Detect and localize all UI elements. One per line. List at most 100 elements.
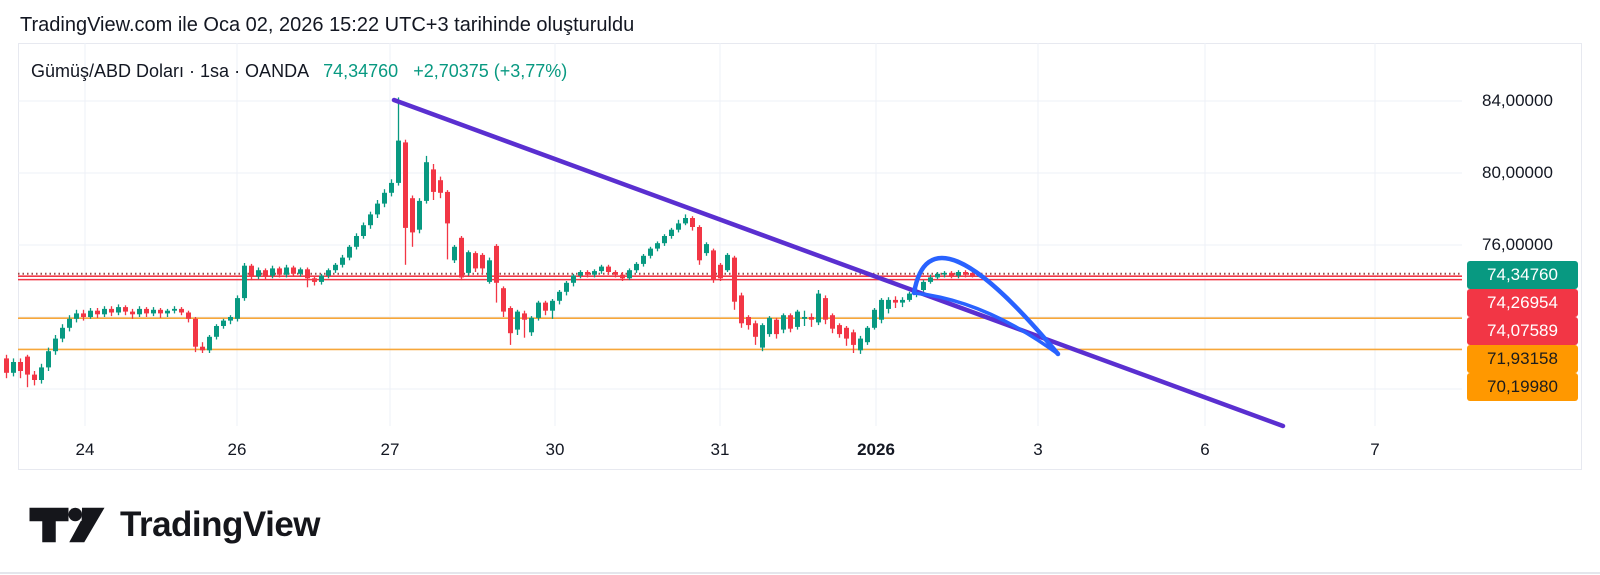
time-axis-label: 31 [710, 440, 730, 459]
candle-body [438, 180, 443, 193]
candle-body [557, 291, 562, 301]
candle-body [613, 272, 618, 275]
candle-body [907, 293, 912, 300]
candle-body [326, 270, 331, 276]
candle-body [284, 267, 289, 275]
candle-body [655, 243, 660, 249]
price-level-badge: 74,34760 [1467, 261, 1578, 290]
candle-body [81, 313, 86, 317]
time-axis-label: 7 [1370, 440, 1380, 459]
candle-body [151, 309, 156, 314]
candle-body [396, 140, 401, 183]
candle-body [18, 362, 23, 371]
candle-body [508, 308, 513, 334]
candle-body [585, 272, 590, 275]
candle-body [172, 308, 177, 311]
candle-body [249, 265, 254, 277]
candle-body [25, 356, 30, 375]
candle-body [193, 318, 198, 347]
candle-body [886, 299, 891, 309]
candle-body [879, 299, 884, 320]
candle-body [354, 236, 359, 247]
candle-body [704, 244, 709, 254]
candle-body [816, 293, 821, 323]
candle-body [921, 281, 926, 290]
grid-lines [18, 43, 1462, 426]
candle-body [74, 313, 79, 319]
candle-body [424, 162, 429, 201]
candle-body [291, 267, 296, 274]
candle-body [711, 250, 716, 281]
candle-body [473, 253, 478, 269]
candle-body [718, 264, 723, 279]
candle-body [228, 317, 233, 321]
arc-outer-curve[interactable] [911, 255, 1061, 357]
candle-body [277, 268, 282, 275]
candle-body [144, 308, 149, 314]
candle-body [774, 319, 779, 335]
candle-body [809, 317, 814, 320]
candle-body [137, 308, 142, 315]
candle-body [207, 336, 212, 351]
candle-body [676, 223, 681, 230]
candle-body [382, 192, 387, 204]
time-axis-label: 3 [1033, 440, 1043, 459]
candle-body [200, 346, 205, 351]
price-axis-label: 80,00000 [1482, 163, 1553, 182]
price-level-badge: 71,93158 [1467, 345, 1578, 374]
candle-body [634, 263, 639, 271]
candle-body [970, 272, 975, 276]
candle-body [102, 308, 107, 315]
candle-body [697, 227, 702, 261]
candle-body [872, 309, 877, 328]
candle-body [515, 311, 520, 330]
time-axis-label: 30 [545, 440, 565, 459]
arc-inner-curve[interactable] [912, 291, 1060, 356]
candle-body [963, 272, 968, 275]
candle-body [256, 270, 261, 277]
candle-body [900, 299, 905, 303]
candle-body [375, 203, 380, 215]
candle-body [543, 302, 548, 311]
candle-body [11, 362, 16, 373]
candle-body [641, 255, 646, 264]
candle-body [858, 338, 863, 351]
candle-body [389, 182, 394, 193]
price-level-badge: 74,07589 [1467, 317, 1578, 346]
candle-body [214, 326, 219, 337]
candle-body [32, 374, 37, 380]
candle-body [312, 278, 317, 282]
arc-drawing[interactable] [911, 255, 1061, 357]
candle-body [319, 275, 324, 282]
candle-body [270, 268, 275, 276]
candle-body [837, 325, 842, 335]
candle-body [956, 272, 961, 276]
price-level-badge: 74,26954 [1467, 289, 1578, 318]
candle-body [466, 252, 471, 273]
trendline-drawing[interactable] [391, 97, 1286, 429]
candle-body [361, 225, 366, 236]
candle-body [942, 272, 947, 275]
candle-body [480, 254, 485, 269]
time-axis-label: 24 [75, 440, 95, 459]
time-axis-label: 2026 [857, 440, 895, 459]
candle-body [46, 351, 51, 368]
candle-body [60, 327, 65, 339]
descending-trendline[interactable] [391, 97, 1286, 429]
candle-body [95, 310, 100, 315]
candle-body [949, 272, 954, 276]
candle-body [746, 317, 751, 326]
candle-body [592, 271, 597, 275]
tradingview-logo[interactable]: TradingView [28, 498, 321, 552]
candle-body [116, 307, 121, 313]
candle-body [522, 313, 527, 320]
candle-body [123, 307, 128, 312]
candle-body [627, 270, 632, 279]
candle-body [235, 298, 240, 319]
candle-body [935, 273, 940, 278]
candle-body [753, 323, 758, 337]
candle-body [340, 257, 345, 265]
candle-body [795, 311, 800, 327]
candle-body [928, 277, 933, 282]
